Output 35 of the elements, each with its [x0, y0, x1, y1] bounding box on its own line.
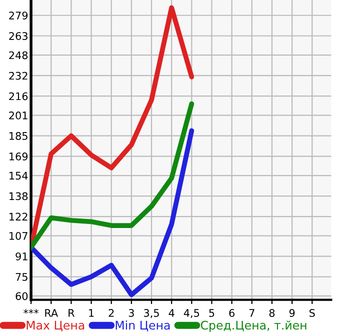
- x-tick-label: 6: [229, 309, 234, 317]
- x-tick-label: 7: [249, 309, 254, 317]
- y-tick-label: 279: [9, 12, 28, 20]
- x-tick-label: 1: [89, 309, 94, 317]
- y-tick-label: 75: [16, 273, 28, 281]
- y-tick-label: 201: [9, 112, 28, 120]
- x-tick-label: 3,5: [144, 309, 159, 318]
- y-tick-label: 107: [10, 232, 28, 240]
- x-tick-label: 4: [168, 309, 174, 317]
- x-tick-label: R: [68, 309, 75, 317]
- y-tick-label: 232: [9, 72, 28, 80]
- x-tick-label: 3: [128, 309, 134, 317]
- legend-label: Max Цена: [26, 320, 84, 332]
- x-tick-label: 4,5: [184, 309, 200, 318]
- y-tick-label: 263: [9, 32, 28, 40]
- x-tick-label: 2: [108, 309, 114, 317]
- y-tick-label: 122: [10, 212, 28, 220]
- y-tick-label: 138: [10, 192, 28, 200]
- legend-label: Min Цена: [116, 320, 170, 332]
- x-tick-label: 9: [289, 309, 295, 317]
- y-tick-label: 60: [16, 292, 28, 300]
- x-tick-label: RA: [45, 309, 58, 317]
- x-tick-label: 8: [269, 309, 275, 317]
- line-series: [31, 101, 194, 250]
- y-tick-label: 154: [10, 172, 28, 180]
- y-tick-label: 169: [10, 152, 28, 160]
- y-tick-label: 185: [10, 132, 28, 140]
- line-series: [31, 128, 194, 298]
- y-tick-label: 216: [9, 92, 28, 100]
- x-tick-label: S: [310, 309, 315, 317]
- x-tick-label: ***: [24, 309, 39, 314]
- x-tick-label: 5: [209, 309, 214, 317]
- legend-label: Сред.Цена, т.йен: [200, 320, 306, 332]
- y-tick-label: 91: [16, 252, 28, 260]
- y-tick-label: 248: [9, 51, 28, 60]
